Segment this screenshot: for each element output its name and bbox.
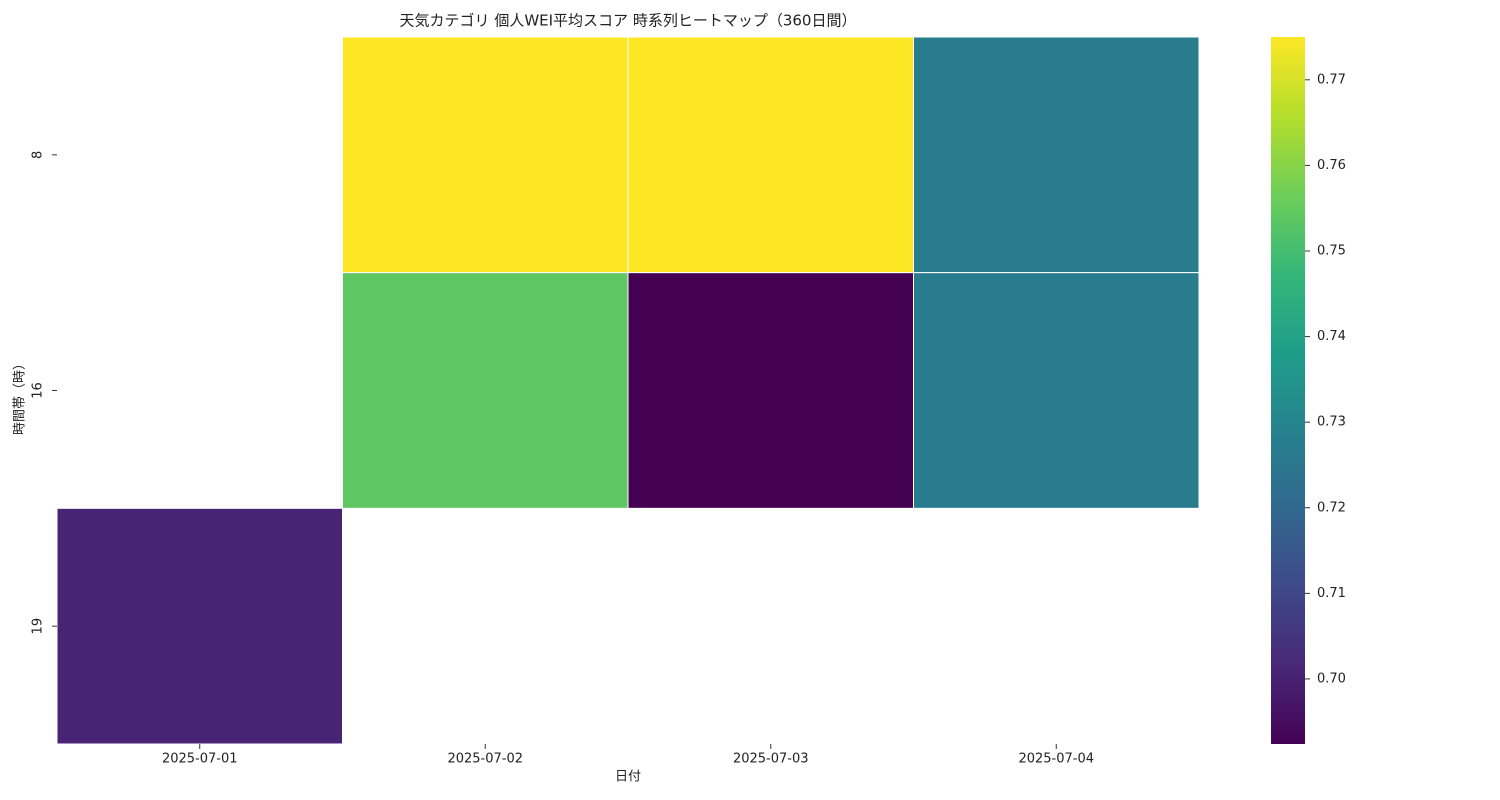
colorbar-tick-label: 0.74 [1317, 329, 1346, 344]
heatmap-cell [627, 272, 914, 509]
colorbar-tick-label: 0.75 [1317, 243, 1346, 258]
colorbar-tick-label: 0.72 [1317, 500, 1346, 515]
colorbar-tick-label: 0.70 [1317, 671, 1346, 686]
colorbar [1271, 37, 1305, 744]
x-tick-label: 2025-07-01 [162, 752, 238, 767]
colorbar-tick-label: 0.73 [1317, 415, 1346, 430]
x-tick-label: 2025-07-03 [733, 752, 809, 767]
y-tick-label: 8 [31, 151, 46, 159]
colorbar-tick-label: 0.71 [1317, 586, 1346, 601]
x-tick-label: 2025-07-04 [1018, 752, 1094, 767]
heatmap-cell [913, 36, 1200, 274]
colorbar-tick-label: 0.76 [1317, 158, 1346, 173]
colorbar-tick-label: 0.77 [1317, 72, 1346, 87]
heatmap-cell [56, 507, 343, 745]
heatmap-cell [342, 272, 629, 509]
heatmap-cell [627, 36, 914, 274]
x-tick-label: 2025-07-02 [447, 752, 523, 767]
y-tick-label: 19 [31, 618, 46, 635]
heatmap-cell [342, 36, 629, 274]
x-axis-label: 日付 [615, 770, 641, 785]
y-axis-label: 時間帯（時） [13, 357, 28, 435]
y-tick-label: 16 [31, 382, 46, 399]
chart-title: 天気カテゴリ 個人WEI平均スコア 時系列ヒートマップ（360日間） [400, 12, 857, 30]
heatmap-cell [913, 272, 1200, 509]
